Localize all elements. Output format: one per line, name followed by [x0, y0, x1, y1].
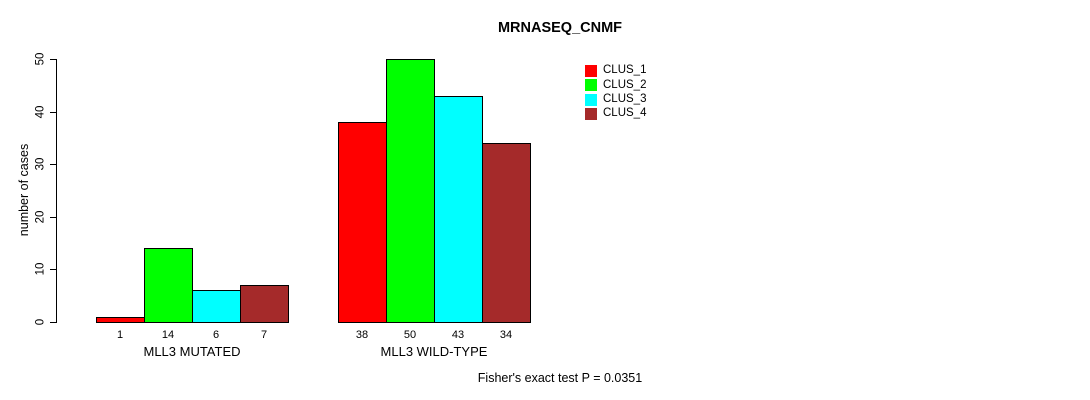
bar-clus_3-group1 — [192, 290, 241, 323]
x-group-label: MLL3 WILD-TYPE — [380, 344, 488, 359]
bar-value-label: 7 — [260, 329, 268, 341]
legend-swatch-clus_2 — [585, 79, 597, 92]
bar-value-label: 14 — [161, 329, 175, 341]
legend-label: CLUS_3 — [603, 92, 647, 105]
y-tick-label: 30 — [34, 157, 47, 171]
bar-clus_1-group1 — [96, 316, 145, 323]
y-tick-label: 50 — [34, 52, 47, 66]
y-tick-label: 20 — [34, 210, 47, 224]
chart-title: MRNASEQ_CNMF — [497, 20, 623, 36]
legend-swatch-clus_1 — [585, 65, 597, 78]
bar-clus_4-group1 — [240, 285, 289, 323]
y-axis-tick — [50, 322, 57, 323]
y-axis-line — [56, 59, 57, 323]
bar-value-label: 43 — [451, 329, 465, 341]
y-axis-tick — [50, 269, 57, 270]
y-axis-tick — [50, 59, 57, 60]
legend-label: CLUS_4 — [603, 107, 647, 120]
bar-value-label: 38 — [355, 329, 369, 341]
y-axis-tick — [50, 164, 57, 165]
legend-swatch-clus_3 — [585, 93, 597, 106]
legend-item-clus_4: CLUS_4 — [585, 107, 646, 121]
legend-label: CLUS_1 — [603, 64, 647, 77]
legend: CLUS_1 CLUS_2 CLUS_3 CLUS_4 — [585, 64, 646, 121]
y-axis-tick — [50, 217, 57, 218]
bar-value-label: 1 — [116, 329, 124, 341]
y-axis-label: number of cases — [16, 143, 31, 237]
bar-clus_4-group2 — [482, 143, 531, 323]
legend-swatch-clus_4 — [585, 108, 597, 121]
x-group-label: MLL3 MUTATED — [143, 344, 241, 359]
y-tick-label: 40 — [34, 105, 47, 119]
y-tick-label: 10 — [34, 262, 47, 276]
bar-value-label: 6 — [212, 329, 220, 341]
bar-clus_3-group2 — [434, 95, 483, 323]
legend-item-clus_1: CLUS_1 — [585, 64, 646, 78]
legend-item-clus_3: CLUS_3 — [585, 93, 646, 107]
bar-clus_1-group2 — [338, 122, 387, 323]
legend-label: CLUS_2 — [603, 78, 647, 91]
bar-clus_2-group1 — [144, 248, 193, 323]
bar-clus_2-group2 — [386, 59, 435, 323]
bar-value-label: 50 — [403, 329, 417, 341]
y-tick-label: 0 — [34, 318, 47, 326]
stat-annotation: Fisher's exact test P = 0.0351 — [477, 371, 643, 385]
y-axis-tick — [50, 112, 57, 113]
bar-value-label: 34 — [499, 329, 513, 341]
legend-item-clus_2: CLUS_2 — [585, 78, 646, 92]
